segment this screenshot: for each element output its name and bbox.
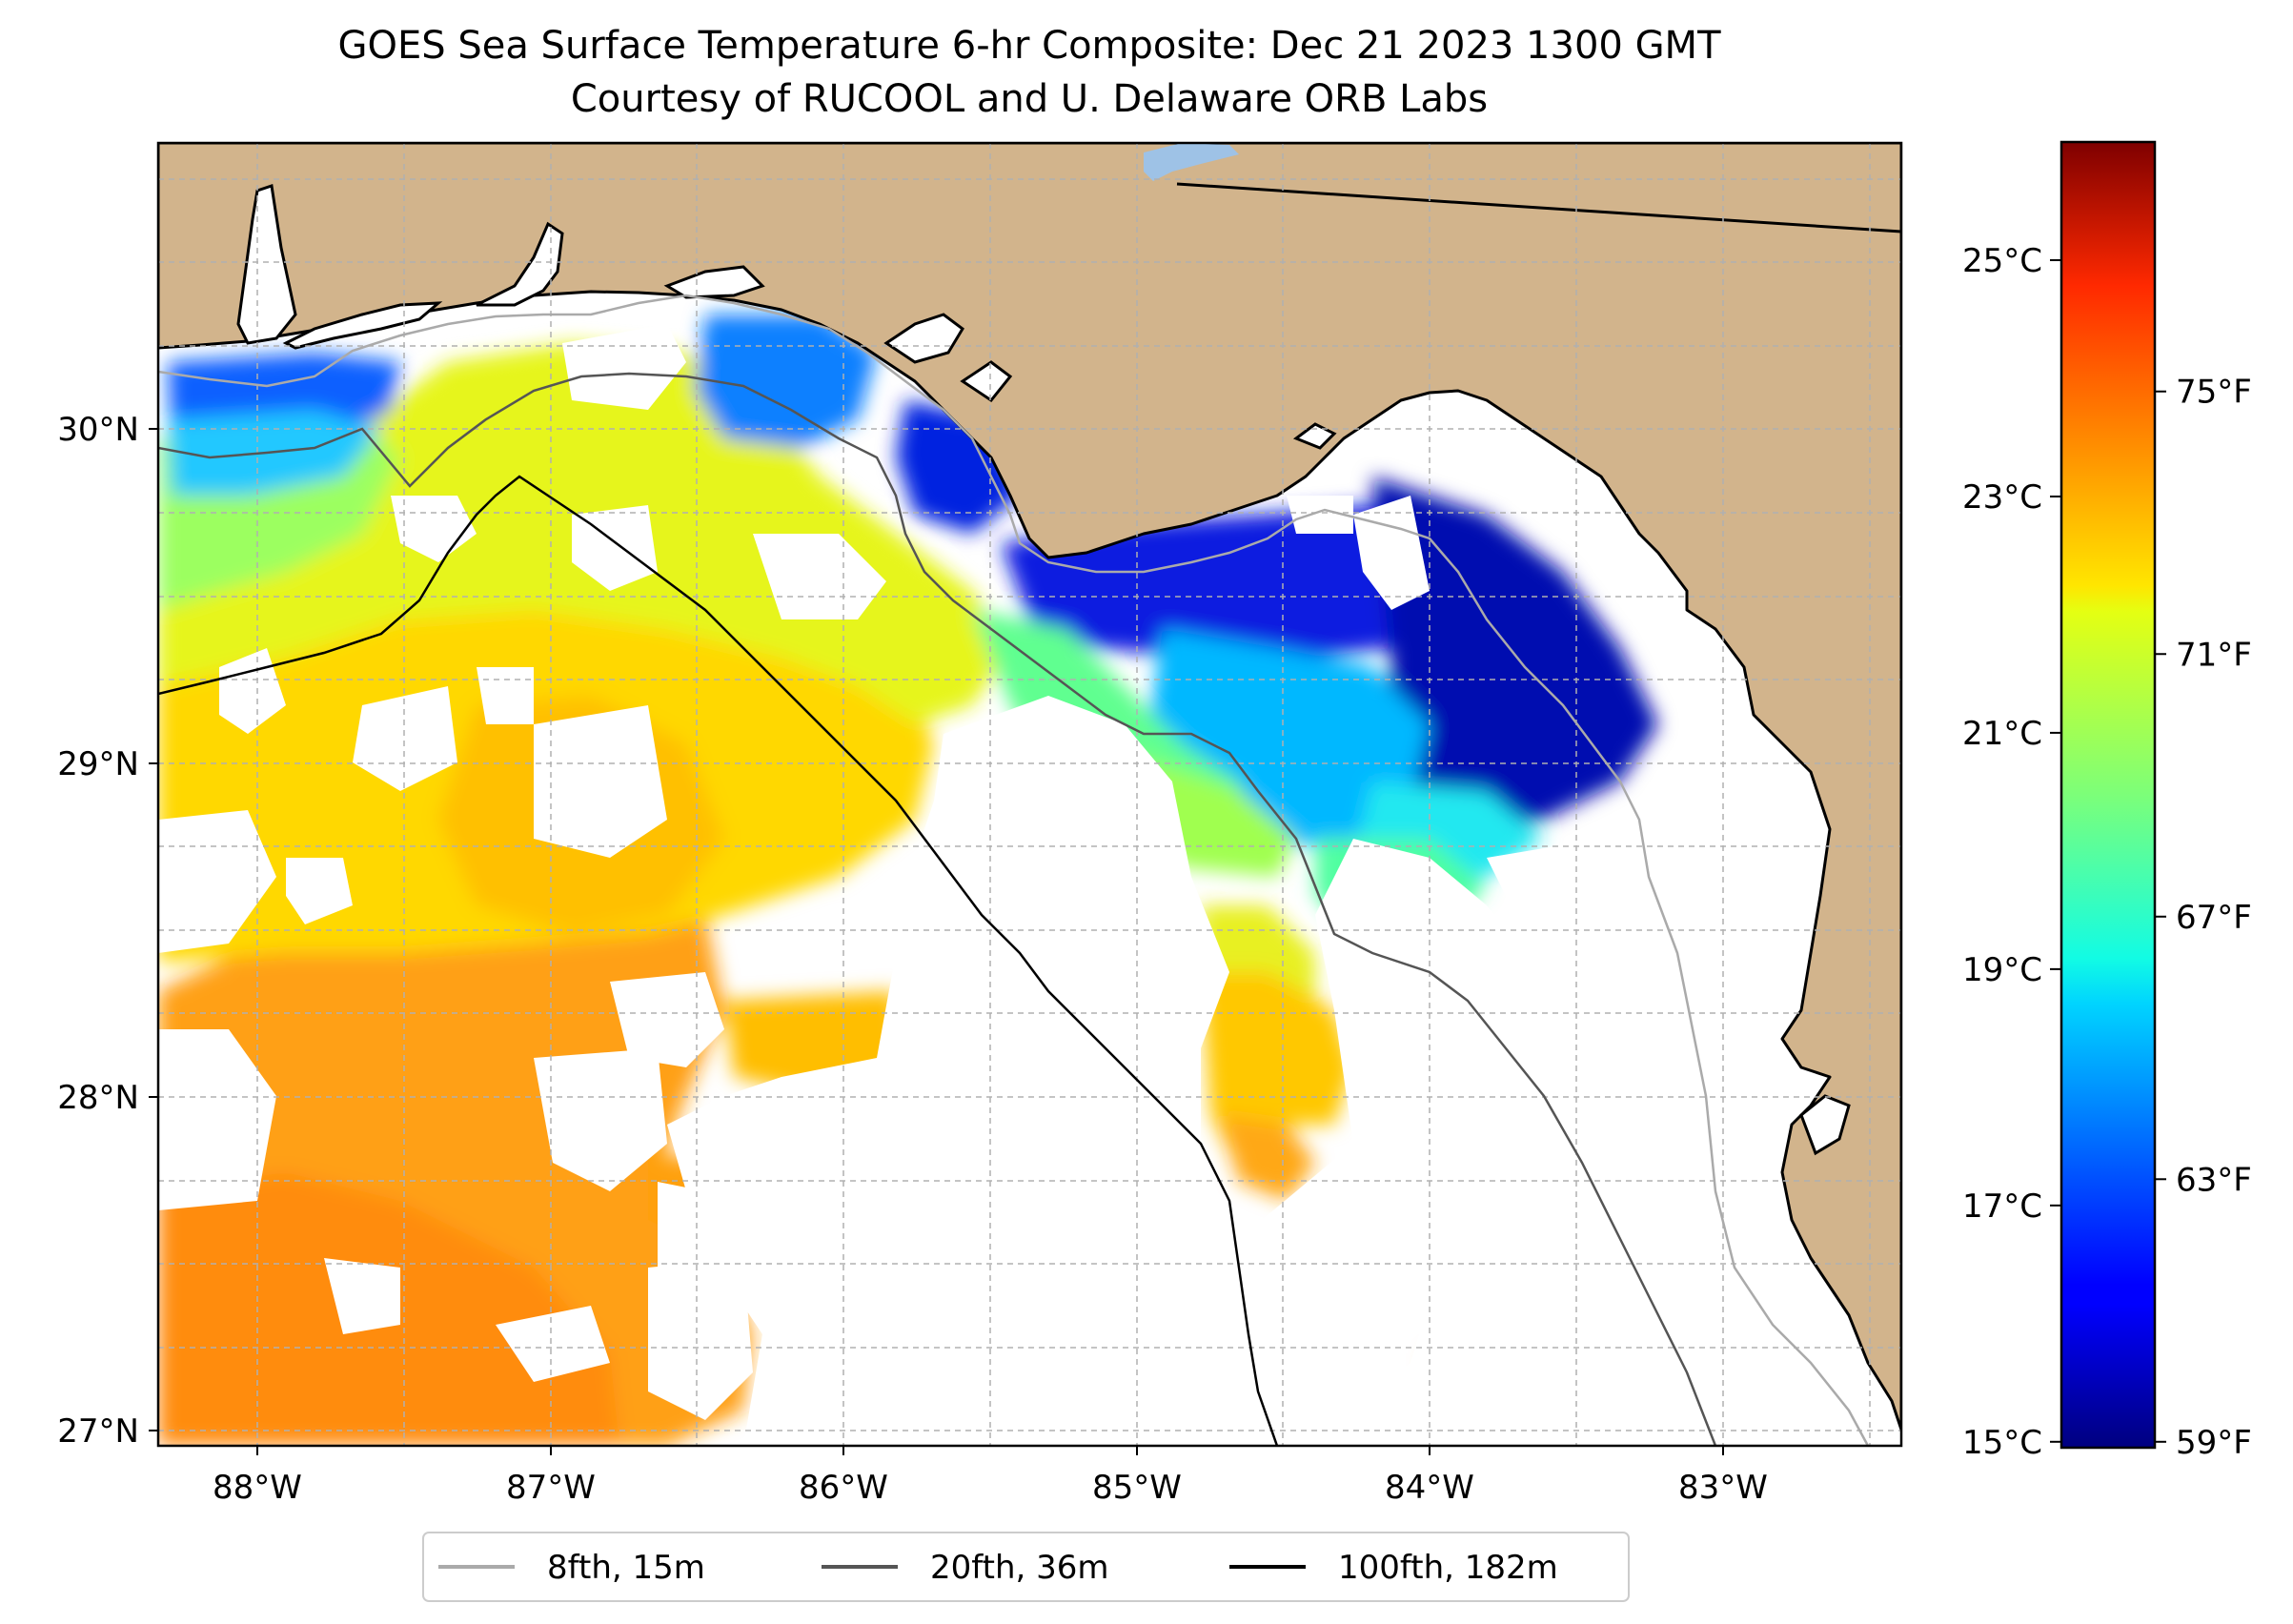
colorbar-celsius-label: 25°C bbox=[1962, 242, 2042, 280]
lat-label-29: 29°N bbox=[57, 745, 139, 783]
colorbar: 25°C 23°C 21°C 19°C 17°C 15°C 75°F 71°F 67°F 63°… bbox=[1962, 140, 2252, 1462]
lon-label-85: 85°W bbox=[1092, 1469, 1182, 1507]
chart-subtitle: Courtesy of RUCOOL and U. Delaware ORB L… bbox=[570, 77, 1489, 121]
lon-label-83: 83°W bbox=[1678, 1469, 1768, 1507]
colorbar-celsius-ticks: 25°C 23°C 21°C 19°C 17°C 15°C bbox=[1962, 242, 2061, 1462]
colorbar-fahrenheit-label: 75°F bbox=[2176, 374, 2252, 412]
colorbar-gradient bbox=[2060, 140, 2157, 1450]
colorbar-celsius-label: 23°C bbox=[1962, 478, 2042, 517]
lon-label-88: 88°W bbox=[213, 1469, 302, 1507]
isobaths bbox=[158, 294, 1870, 1446]
lon-label-86: 86°W bbox=[799, 1469, 888, 1507]
lat-label-30: 30°N bbox=[57, 411, 139, 449]
map-area bbox=[158, 143, 1901, 1446]
lake bbox=[1144, 143, 1239, 181]
contour-182m bbox=[158, 475, 1279, 1446]
legend-label-15m: 8fth, 15m bbox=[547, 1549, 705, 1587]
colorbar-fahrenheit-label: 63°F bbox=[2176, 1161, 2252, 1199]
legend-box bbox=[422, 1532, 1630, 1602]
legend-label-36m: 20fth, 36m bbox=[930, 1549, 1109, 1587]
legend-label-182m: 100fth, 182m bbox=[1338, 1549, 1558, 1587]
colorbar-celsius-label: 15°C bbox=[1962, 1424, 2042, 1462]
colorbar-fahrenheit-label: 67°F bbox=[2176, 899, 2252, 937]
legend: 8fth, 15m 20fth, 36m 100fth, 182m bbox=[422, 1532, 1630, 1602]
colorbar-fahrenheit-label: 59°F bbox=[2176, 1424, 2252, 1462]
colorbar-celsius-label: 19°C bbox=[1962, 951, 2042, 989]
chart-title: GOES Sea Surface Temperature 6-hr Compos… bbox=[337, 24, 1721, 68]
lat-label-27: 27°N bbox=[57, 1412, 139, 1451]
map-frame bbox=[156, 141, 1903, 1448]
lon-label-87: 87°W bbox=[506, 1469, 596, 1507]
colorbar-fahrenheit-ticks: 75°F 71°F 67°F 63°F 59°F bbox=[2155, 374, 2252, 1462]
lon-axis: 88°W 87°W 86°W 85°W 84°W 83°W bbox=[213, 1446, 1768, 1507]
lon-label-84: 84°W bbox=[1385, 1469, 1474, 1507]
contour-36m bbox=[158, 372, 1717, 1446]
lat-label-28: 28°N bbox=[57, 1079, 139, 1117]
gridlines bbox=[158, 143, 1901, 1446]
colorbar-fahrenheit-label: 71°F bbox=[2176, 636, 2252, 674]
lat-axis: 30°N 29°N 28°N 27°N bbox=[57, 411, 158, 1451]
contour-15m bbox=[158, 294, 1870, 1446]
colorbar-celsius-label: 21°C bbox=[1962, 715, 2042, 753]
state-border bbox=[1176, 182, 1901, 233]
colorbar-celsius-label: 17°C bbox=[1962, 1188, 2042, 1226]
